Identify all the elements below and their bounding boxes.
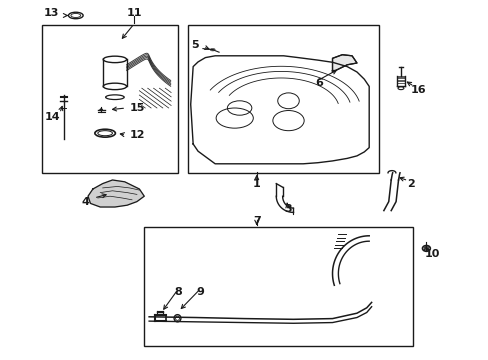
Text: 9: 9 xyxy=(196,287,204,297)
Text: 12: 12 xyxy=(129,130,145,140)
Text: 14: 14 xyxy=(45,112,61,122)
Polygon shape xyxy=(332,55,356,72)
Polygon shape xyxy=(88,180,144,207)
Text: 5: 5 xyxy=(190,40,198,50)
Text: 11: 11 xyxy=(126,8,142,18)
Text: 10: 10 xyxy=(424,249,440,259)
Text: 1: 1 xyxy=(252,179,260,189)
Bar xyxy=(188,25,378,173)
Text: 3: 3 xyxy=(284,204,292,214)
Bar xyxy=(41,25,178,173)
Text: 4: 4 xyxy=(81,197,89,207)
Bar xyxy=(144,227,412,346)
Text: 2: 2 xyxy=(406,179,414,189)
Text: 6: 6 xyxy=(314,78,322,88)
Text: 8: 8 xyxy=(174,287,182,297)
Text: 16: 16 xyxy=(409,85,425,95)
Text: 7: 7 xyxy=(252,216,260,226)
Ellipse shape xyxy=(100,109,102,111)
Text: 13: 13 xyxy=(44,8,59,18)
Text: 15: 15 xyxy=(129,103,144,113)
Ellipse shape xyxy=(210,49,215,51)
